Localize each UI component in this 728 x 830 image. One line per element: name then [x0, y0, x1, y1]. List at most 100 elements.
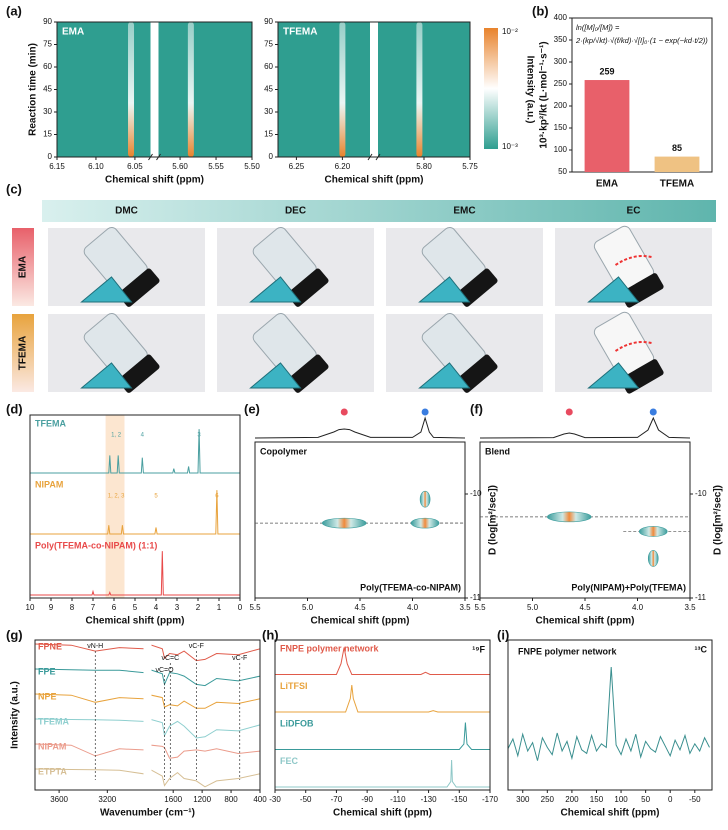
x-tick-label: -50 — [300, 795, 312, 804]
y-tick-label: 150 — [554, 123, 568, 132]
vial-cap — [287, 268, 329, 307]
peak-annotation: 6 — [215, 494, 219, 500]
x-tick-label: 5.0 — [527, 603, 539, 612]
y-tick-label: 250 — [554, 79, 568, 88]
peak-marker — [340, 408, 348, 416]
x-tick-label: 3 — [175, 603, 180, 612]
highlight-region — [105, 415, 125, 598]
x-tick-label: 4.5 — [354, 603, 366, 612]
x-tick-label: 50 — [641, 795, 650, 804]
diffusion-spot — [321, 517, 367, 529]
y-tick-label: 50 — [558, 167, 567, 176]
projection — [479, 416, 691, 439]
panel-label: (d) — [6, 401, 23, 416]
vial-cap — [118, 268, 160, 307]
y-tick-label: 200 — [554, 101, 568, 110]
row-label-bar — [12, 314, 34, 392]
column-header-bar — [42, 200, 716, 222]
colorbar — [484, 28, 498, 149]
peak-ridge — [187, 22, 194, 157]
peak-marker — [649, 408, 657, 416]
peak-ridge — [416, 22, 423, 157]
panel-label: (c) — [6, 181, 22, 196]
spectrum — [34, 668, 261, 687]
plot-title: FNPE polymer network — [518, 646, 618, 656]
clip — [80, 276, 133, 303]
plot-frame — [507, 639, 713, 791]
series-label: NIPAM — [38, 741, 66, 751]
vial — [252, 226, 329, 307]
diffusion-spot — [410, 517, 440, 529]
caption: Poly(TFEMA-co-NIPAM) — [360, 582, 461, 592]
x-tick-label: 5.5 — [249, 603, 261, 612]
spectrum — [30, 490, 240, 535]
x-tick-label: 5.5 — [474, 603, 486, 612]
x-tick-label: 4.0 — [632, 603, 644, 612]
x-tick-label: 3600 — [50, 795, 68, 804]
vial-cap — [456, 268, 498, 307]
diffusion-spot — [419, 490, 431, 508]
y-tick-label: -10 — [695, 489, 707, 498]
equation: 2·(kp/√kt)·√(f/kd)·√[I]₀·(1 − exp(−kd·t/… — [575, 36, 708, 45]
x-tick-label: 1200 — [193, 795, 211, 804]
x-tick-label: 150 — [590, 795, 604, 804]
peak-annotation: νC=C — [161, 655, 179, 662]
y-tick-label: 300 — [554, 57, 568, 66]
vial-cap — [456, 354, 498, 393]
row-label: TFEMA — [18, 336, 29, 370]
column-label: EMC — [453, 206, 475, 217]
plot-title: EMA — [62, 27, 84, 38]
y-tick-label: 15 — [264, 130, 273, 139]
plot-title: Copolymer — [260, 446, 308, 456]
bar — [654, 156, 700, 172]
vial — [421, 312, 498, 393]
peak-ridge — [128, 22, 135, 157]
x-tick-label: -30 — [269, 795, 281, 804]
x-tick-label: 6 — [112, 603, 117, 612]
spectrum — [30, 551, 240, 596]
clip — [587, 276, 640, 303]
y-tick-label: 60 — [43, 62, 52, 71]
x-tick-label: 9 — [49, 603, 54, 612]
series-label: NIPAM — [35, 479, 63, 489]
y-tick-label: 90 — [264, 17, 273, 26]
x-tick-label: 3200 — [98, 795, 116, 804]
x-tick-label: 6.05 — [127, 162, 143, 171]
x-axis-label: Chemical shift (ppm) — [561, 808, 660, 819]
clip — [249, 276, 302, 303]
peak-marker — [565, 408, 573, 416]
x-axis-label: Chemical shift (ppm) — [333, 808, 432, 819]
panel-label: (g) — [6, 627, 23, 642]
axis-break — [370, 20, 378, 159]
panel-label: (i) — [497, 627, 509, 642]
x-tick-label: 5.0 — [302, 603, 314, 612]
x-tick-label: -130 — [421, 795, 438, 804]
y-tick-label: 0 — [48, 152, 53, 161]
axis-break — [143, 638, 152, 792]
peak-ridge — [339, 22, 346, 157]
clip — [418, 362, 471, 389]
x-tick-label: 6.20 — [335, 162, 351, 171]
x-axis-label: Chemical shift (ppm) — [86, 616, 185, 627]
axis-break — [150, 20, 159, 159]
series-label: FPE — [38, 666, 56, 676]
series-label: LiTFSI — [280, 681, 308, 691]
y-tick-label: 400 — [554, 13, 568, 22]
x-tick-label: 5 — [133, 603, 138, 612]
column-label: DEC — [285, 206, 306, 217]
nucleus-label: ¹⁹F — [472, 644, 485, 654]
clip — [80, 362, 133, 389]
y-axis-label: 10³·kp²/kt (L·mol⁻¹·s⁻¹) — [539, 41, 550, 148]
spectrum — [34, 768, 261, 788]
y-tick-label: 60 — [264, 62, 273, 71]
panel-label: (b) — [532, 3, 549, 18]
column-label: EC — [627, 206, 641, 217]
caption: Poly(NIPAM)+Poly(TFEMA) — [571, 582, 686, 592]
row-label: EMA — [18, 256, 29, 278]
peak-annotation: νC-F — [232, 655, 247, 662]
x-tick-label: 4 — [154, 603, 159, 612]
x-axis-label: Chemical shift (ppm) — [536, 616, 635, 627]
peak-annotation: νC=O — [155, 667, 174, 674]
x-tick-label: 6.10 — [88, 162, 104, 171]
y-tick-label: 0 — [269, 152, 274, 161]
